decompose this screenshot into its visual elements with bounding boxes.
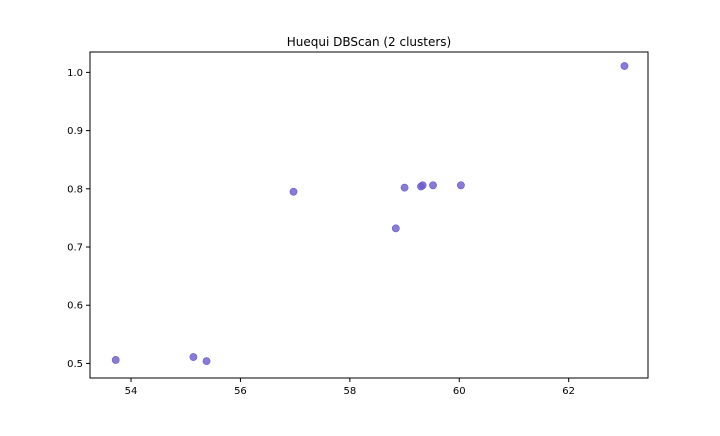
x-tick-label: 62 xyxy=(562,386,575,397)
scatter-point xyxy=(620,62,629,70)
scatter-point xyxy=(457,181,465,190)
y-tick-label: 0.7 xyxy=(67,243,83,254)
chart-title: Huequi DBScan (2 clusters) xyxy=(287,35,452,49)
plot-frame xyxy=(89,51,649,379)
y-tick-label: 1.0 xyxy=(67,68,83,79)
x-axis: 54 56 58 60 62 xyxy=(125,378,575,397)
y-tick-label: 0.9 xyxy=(67,126,83,137)
scatter-point xyxy=(418,181,427,190)
x-tick-label: 54 xyxy=(125,386,138,397)
x-tick-label: 56 xyxy=(234,386,247,397)
scatter-point xyxy=(289,187,298,196)
y-tick-label: 0.5 xyxy=(67,359,83,370)
scatter-point xyxy=(400,183,409,192)
x-tick-label: 58 xyxy=(343,386,356,397)
scatter-point xyxy=(202,357,211,366)
scatter-point xyxy=(391,224,400,233)
y-tick-label: 0.8 xyxy=(67,184,83,195)
scatter-point xyxy=(111,356,120,364)
x-tick-label: 60 xyxy=(453,386,466,397)
data-points xyxy=(111,62,629,366)
scatter-point xyxy=(429,181,437,190)
y-axis: 0.5 0.6 0.7 0.8 0.9 1.0 xyxy=(67,68,90,370)
scatter-point xyxy=(189,353,198,361)
y-tick-label: 0.6 xyxy=(67,301,83,312)
